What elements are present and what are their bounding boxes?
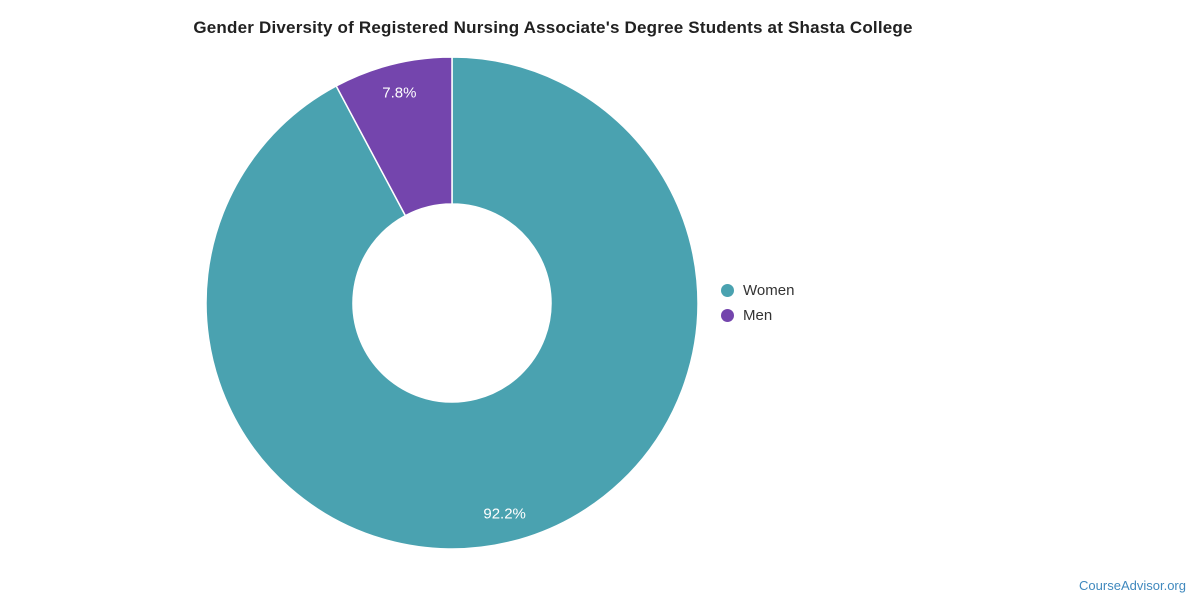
legend-label-men: Men (743, 307, 773, 324)
legend-item-women[interactable]: Women (721, 278, 794, 303)
legend-item-men[interactable]: Men (721, 303, 794, 328)
slice-label-men: 7.8% (382, 84, 416, 101)
slice-label-women: 92.2% (483, 506, 526, 523)
chart-title: Gender Diversity of Registered Nursing A… (193, 18, 913, 37)
pie-slice-men[interactable] (335, 56, 453, 217)
legend-marker-women (721, 284, 734, 297)
legend: Women Men (721, 278, 794, 328)
courseadvisor-link[interactable]: CourseAdvisor.org (1079, 578, 1186, 593)
legend-marker-men (721, 309, 734, 322)
pie-slice-women[interactable] (205, 56, 699, 550)
legend-label-women: Women (743, 282, 795, 299)
